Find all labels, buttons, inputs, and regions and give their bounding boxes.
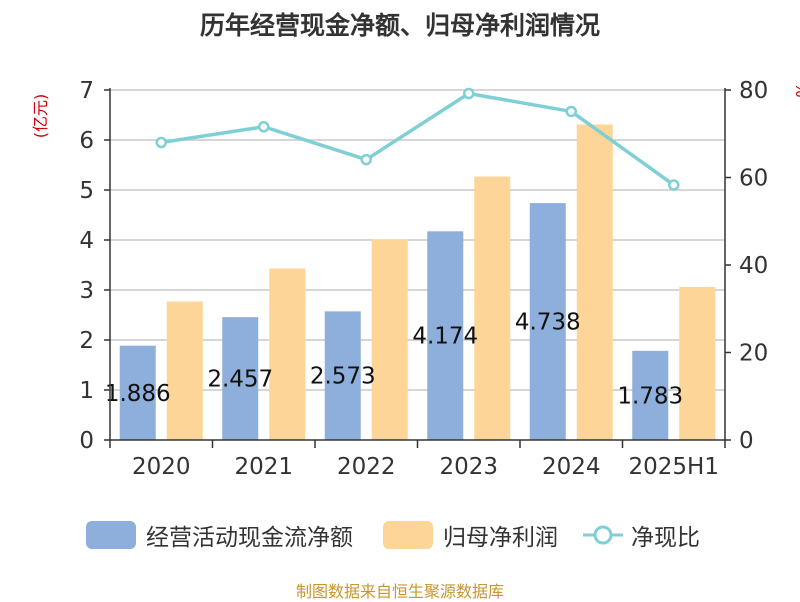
- data-label-cashflow: 4.738: [515, 310, 581, 336]
- legend: 经营活动现金流净额 归母净利润 净现比: [0, 518, 800, 552]
- left-tick-label: 2: [79, 328, 94, 354]
- ratio-line: [160, 91, 675, 187]
- x-tick-label: 2020: [132, 454, 191, 480]
- bar-cashflow: [119, 345, 156, 440]
- legend-item-cashflow[interactable]: 经营活动现金流净额: [86, 518, 353, 552]
- data-label-cashflow: 1.886: [105, 381, 171, 407]
- bar-netprofit: [269, 268, 306, 440]
- legend-label-ratio: 净现比: [631, 525, 700, 551]
- data-label-cashflow: 2.573: [310, 364, 376, 390]
- x-tick-label: 2022: [337, 454, 396, 480]
- ratio-point: [258, 121, 270, 133]
- left-tick-label: 6: [79, 128, 94, 154]
- left-tick-label: 3: [79, 278, 94, 304]
- left-tick-label: 1: [79, 378, 94, 404]
- left-tick-label: 7: [79, 78, 94, 104]
- chart-title: 历年经营现金净额、归母净利润情况: [199, 11, 600, 40]
- ratio-point: [360, 153, 372, 166]
- legend-swatch-cashflow: [86, 521, 136, 549]
- ratio-point: [565, 105, 577, 118]
- bar-cashflow: [632, 350, 669, 440]
- bar-netprofit: [576, 124, 613, 440]
- ratio-point: [463, 87, 475, 100]
- right-tick-label: 60: [739, 166, 768, 192]
- right-tick-label: 20: [739, 341, 768, 367]
- bar-netprofit: [371, 239, 408, 440]
- legend-item-netprofit[interactable]: 归母净利润: [383, 518, 558, 552]
- legend-label-cashflow: 经营活动现金流净额: [146, 525, 353, 551]
- x-tick-label: 2021: [234, 454, 293, 480]
- x-tick-label: 2023: [439, 454, 498, 480]
- legend-swatch-ratio: [583, 525, 623, 545]
- legend-label-netprofit: 归母净利润: [443, 525, 558, 551]
- bar-cashflow: [222, 317, 259, 440]
- bar-netprofit: [679, 287, 716, 440]
- left-axis-title: (亿元): [31, 94, 50, 139]
- legend-swatch-netprofit: [383, 521, 433, 549]
- ratio-point: [668, 179, 680, 191]
- bar-cashflow: [324, 311, 361, 440]
- right-tick-label: 40: [739, 253, 768, 279]
- data-label-cashflow: 1.783: [617, 383, 683, 409]
- x-tick-label: 2025H1: [629, 454, 719, 480]
- left-tick-label: 5: [79, 178, 94, 204]
- right-tick-label: 80: [739, 78, 768, 104]
- data-label-cashflow: 4.174: [412, 324, 478, 350]
- right-tick-label: 0: [739, 428, 754, 454]
- data-label-cashflow: 2.457: [207, 367, 273, 393]
- bar-cashflow: [427, 231, 464, 440]
- bar-cashflow: [529, 203, 566, 440]
- left-tick-label: 4: [79, 228, 94, 254]
- right-axis-title: %: [792, 82, 800, 97]
- left-tick-label: 0: [79, 428, 94, 454]
- x-tick-label: 2024: [542, 454, 601, 480]
- source-note: 制图数据来自恒生聚源数据库: [295, 582, 504, 601]
- ratio-point: [155, 136, 167, 149]
- bar-netprofit: [166, 301, 203, 440]
- legend-item-ratio[interactable]: 净现比: [583, 518, 700, 552]
- bar-netprofit: [474, 176, 511, 440]
